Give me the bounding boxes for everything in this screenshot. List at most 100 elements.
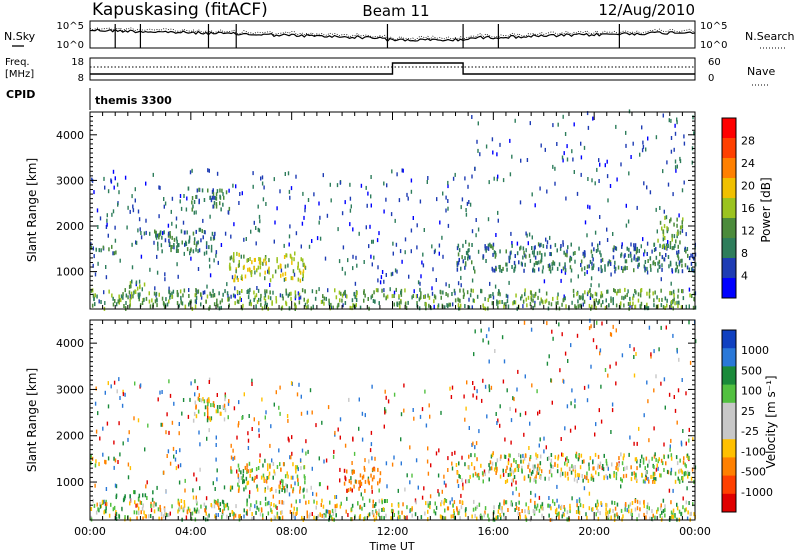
data-cell [685,500,688,505]
data-cell [616,502,619,507]
data-cell [201,188,204,193]
data-cell [419,199,422,204]
data-cell [609,332,612,337]
data-cell [190,256,192,261]
data-cell [529,455,532,459]
data-cell [534,203,536,208]
data-cell [114,225,116,230]
data-cell [564,268,567,273]
data-cell [180,300,183,305]
data-cell [643,413,645,418]
data-cell [418,297,421,302]
data-cell [468,426,470,430]
data-cell [205,250,208,255]
data-cell [319,482,321,487]
data-cell [629,344,631,348]
data-cell [190,247,192,252]
data-cell [588,466,590,471]
data-cell [372,499,374,504]
data-cell [351,461,353,465]
data-cell [179,448,181,453]
data-cell [395,242,398,247]
data-cell [525,502,527,507]
data-cell [377,288,379,293]
data-cell [514,264,517,269]
data-cell [507,461,510,466]
data-cell [268,500,270,505]
data-cell [506,267,508,272]
data-cell [471,278,474,283]
data-cell [564,132,567,136]
data-cell [292,489,294,494]
data-cell [475,441,478,446]
data-cell [253,417,255,422]
data-cell [217,260,219,265]
data-cell [574,469,577,474]
data-cell [428,303,430,308]
data-cell [241,416,243,420]
data-cell [586,398,589,403]
data-cell [139,383,142,388]
data-cell [460,283,462,288]
velocity-data-marks [90,318,697,522]
data-cell [529,468,531,473]
data-cell [682,429,684,433]
data-cell [427,503,430,508]
data-cell [472,288,474,293]
data-cell [515,480,517,485]
data-cell [131,279,133,284]
data-cell [571,464,573,469]
data-cell [210,244,213,249]
data-cell [645,515,647,520]
data-cell [233,255,235,260]
data-cell [522,246,525,251]
data-cell [420,274,422,279]
data-cell [587,290,590,295]
data-cell [695,339,697,344]
data-cell [209,195,211,200]
data-cell [396,302,398,307]
data-cell [219,201,221,206]
data-cell [315,505,317,510]
data-cell [318,220,320,225]
data-cell [452,503,454,508]
data-cell [204,230,206,235]
data-cell [291,435,293,440]
data-cell [171,245,173,249]
data-cell [597,267,600,272]
data-cell [175,236,178,241]
data-cell [583,145,586,150]
data-cell [248,290,250,295]
data-cell [599,511,601,516]
data-cell [691,267,693,272]
data-cell [458,248,461,253]
data-cell [134,198,136,203]
data-cell [489,466,491,471]
data-cell [229,512,231,517]
data-cell [112,169,115,174]
data-cell [181,240,183,245]
data-cell [186,247,189,252]
data-cell [451,385,454,390]
data-cell [290,296,292,301]
data-cell [353,469,355,474]
data-cell [635,473,637,478]
data-cell [570,278,572,283]
data-cell [671,233,673,238]
data-cell [215,204,218,209]
data-cell [506,299,509,304]
data-cell [665,253,667,257]
data-cell [329,510,331,515]
data-cell [106,213,108,218]
data-cell [149,231,151,236]
data-cell [323,459,325,464]
data-cell [247,480,250,485]
data-cell [153,509,156,514]
data-cell [230,234,232,239]
data-cell [194,299,197,304]
data-cell [318,201,320,206]
data-cell [105,506,107,511]
data-cell [139,284,141,289]
data-cell [517,369,519,374]
data-cell [316,500,318,505]
